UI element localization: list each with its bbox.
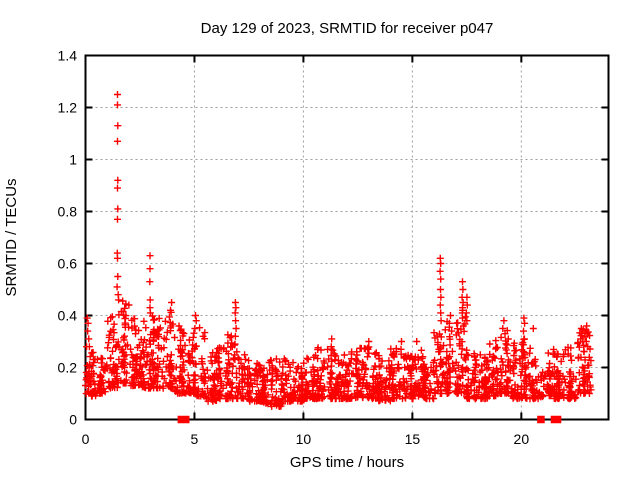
x-tick-label: 5 [191, 431, 199, 447]
y-tick-label: 0.2 [58, 359, 78, 375]
x-tick-label: 0 [82, 431, 90, 447]
scatter-points-plus-markers [82, 91, 595, 410]
y-tick-label: 1.2 [58, 99, 78, 115]
y-tick-label: 1 [69, 151, 77, 167]
x-axis-tick-labels: 0 5 10 15 20 [82, 431, 530, 447]
x-tick-label: 20 [514, 431, 530, 447]
y-tick-label: 1.4 [58, 47, 78, 63]
gridlines [85, 55, 609, 420]
y-tick-label: 0.4 [58, 307, 78, 323]
y-tick-label: 0 [69, 411, 77, 427]
y-tick-label: 0.6 [58, 255, 78, 271]
x-tick-label: 10 [296, 431, 312, 447]
y-tick-label: 0.8 [58, 203, 78, 219]
x-tick-label: 15 [405, 431, 421, 447]
plot-border [84, 54, 610, 421]
y-axis-label: SRMTID / TECUs [3, 178, 20, 296]
y-axis-tick-labels: 0 0.2 0.4 0.6 0.8 1 1.2 1.4 [58, 47, 78, 427]
x-axis-label: GPS time / hours [290, 454, 404, 471]
chart-title: Day 129 of 2023, SRMTID for receiver p04… [201, 20, 494, 37]
